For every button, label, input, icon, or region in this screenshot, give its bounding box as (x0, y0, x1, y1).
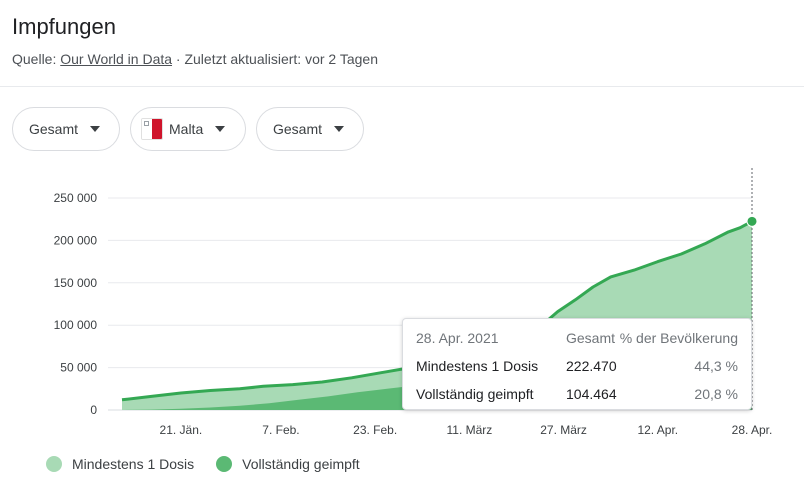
metric-dropdown-label: Gesamt (29, 121, 79, 137)
x-tick-label: 28. Apr. (732, 423, 773, 437)
tooltip-row-label: Mindestens 1 Dosis (416, 358, 539, 374)
metric-dropdown[interactable]: Gesamt (12, 107, 120, 151)
source-prefix: Quelle: (12, 51, 61, 67)
updated-text: · Zuletzt aktualisiert: vor 2 Tagen (172, 51, 378, 67)
chart-tooltip: 28. Apr. 2021 Gesamt % der Bevölkerung M… (402, 318, 752, 410)
tooltip-row-pct: 20,8 % (694, 386, 738, 402)
x-tick-label: 27. März (540, 423, 587, 437)
country-dropdown[interactable]: Malta (130, 107, 246, 151)
legend-label-full: Vollständig geimpft (242, 456, 360, 472)
y-tick-label: 0 (90, 403, 97, 417)
chevron-down-icon (215, 126, 226, 132)
tooltip-head-total: Gesamt (566, 330, 616, 346)
chart-legend: Mindestens 1 Dosis Vollständig geimpft (46, 456, 382, 472)
y-tick-label: 250 000 (54, 191, 98, 205)
legend-label-dose1: Mindestens 1 Dosis (72, 456, 195, 472)
tooltip-row-pct: 44,3 % (694, 358, 738, 374)
x-tick-label: 21. Jän. (160, 423, 203, 437)
dose1-end-marker (746, 215, 758, 227)
mode-dropdown-label: Gesamt (273, 121, 323, 137)
tooltip-head-pct: % der Bevölkerung (619, 330, 738, 346)
header-divider (0, 86, 804, 87)
y-tick-label: 150 000 (54, 276, 98, 290)
legend-swatch-full (216, 456, 233, 472)
x-tick-label: 23. Feb. (353, 423, 397, 437)
x-tick-label: 11. März (446, 423, 492, 437)
page-title: Impfungen (12, 14, 116, 39)
tooltip-row-label: Vollständig geimpft (416, 386, 534, 402)
source-link[interactable]: Our World in Data (60, 51, 173, 67)
y-tick-label: 100 000 (54, 318, 98, 332)
legend-swatch-dose1 (46, 456, 62, 472)
chevron-down-icon (334, 126, 345, 132)
y-tick-label: 50 000 (60, 361, 97, 375)
legend-item-dose1[interactable]: Mindestens 1 Dosis (46, 456, 194, 472)
tooltip-row-value: 104.464 (566, 386, 617, 402)
x-tick-label: 7. Feb. (262, 423, 299, 437)
country-dropdown-label: Malta (169, 121, 204, 137)
tooltip-row-value: 222.470 (566, 358, 617, 374)
mode-dropdown[interactable]: Gesamt (256, 107, 364, 151)
source-line: Quelle: Our World in Data · Zuletzt aktu… (12, 51, 378, 67)
malta-flag-icon (141, 118, 163, 140)
x-tick-label: 12. Apr. (637, 423, 678, 437)
legend-item-full[interactable]: Vollständig geimpft (216, 456, 360, 472)
chevron-down-icon (90, 126, 101, 132)
y-tick-label: 200 000 (54, 233, 98, 247)
tooltip-date: 28. Apr. 2021 (416, 330, 499, 346)
